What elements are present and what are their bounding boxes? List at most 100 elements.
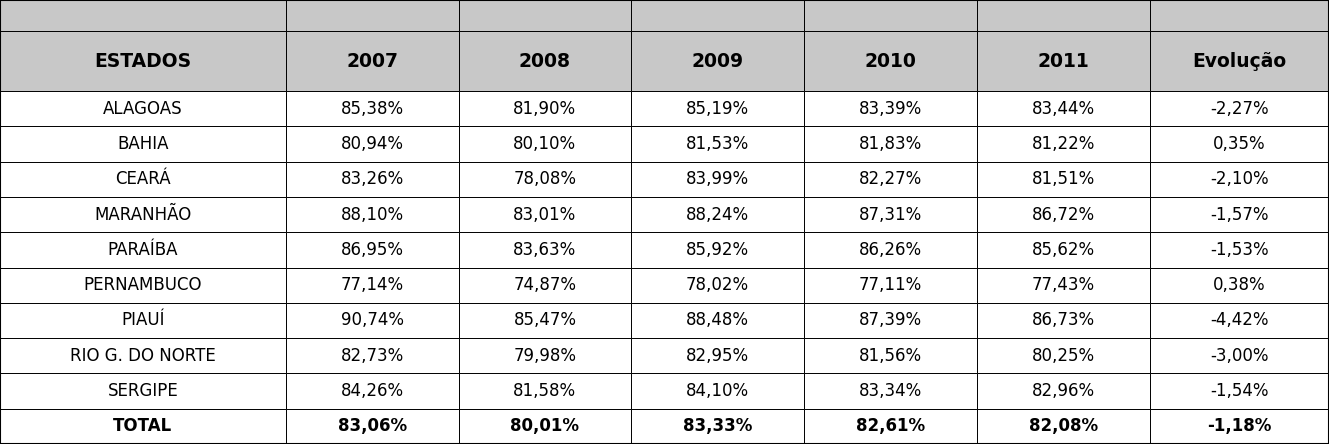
Text: 81,53%: 81,53% — [686, 135, 750, 153]
Text: 82,95%: 82,95% — [686, 347, 750, 365]
Text: -3,00%: -3,00% — [1209, 347, 1269, 365]
Text: 74,87%: 74,87% — [513, 276, 577, 294]
Bar — [1150, 267, 1329, 303]
Bar — [977, 373, 1150, 408]
Bar — [804, 267, 977, 303]
Bar — [977, 338, 1150, 373]
Bar — [459, 0, 631, 31]
Text: -1,18%: -1,18% — [1207, 417, 1272, 436]
Bar — [631, 31, 804, 91]
Bar — [1150, 127, 1329, 162]
Bar — [804, 0, 977, 31]
Text: 82,27%: 82,27% — [859, 170, 922, 188]
Text: 85,19%: 85,19% — [686, 99, 750, 118]
Bar — [631, 232, 804, 267]
Bar — [1150, 373, 1329, 408]
Bar — [1150, 162, 1329, 197]
Text: 84,10%: 84,10% — [686, 382, 750, 400]
Bar — [1150, 31, 1329, 91]
Bar — [459, 408, 631, 444]
Text: 88,10%: 88,10% — [340, 206, 404, 224]
Bar — [631, 0, 804, 31]
Bar — [0, 0, 286, 31]
Bar — [1150, 0, 1329, 31]
Bar — [459, 31, 631, 91]
Text: 78,08%: 78,08% — [513, 170, 577, 188]
Bar — [286, 91, 459, 127]
Text: 81,90%: 81,90% — [513, 99, 577, 118]
Text: 2007: 2007 — [346, 52, 399, 71]
Text: 88,24%: 88,24% — [686, 206, 750, 224]
Bar — [804, 162, 977, 197]
Bar — [1150, 91, 1329, 127]
Text: Evolução: Evolução — [1192, 52, 1286, 71]
Text: SERGIPE: SERGIPE — [108, 382, 178, 400]
Text: 79,98%: 79,98% — [513, 347, 577, 365]
Bar — [631, 162, 804, 197]
Bar — [1150, 232, 1329, 267]
Bar — [0, 162, 286, 197]
Text: 83,34%: 83,34% — [859, 382, 922, 400]
Bar — [0, 338, 286, 373]
Bar — [631, 303, 804, 338]
Text: 90,74%: 90,74% — [340, 311, 404, 329]
Bar — [804, 373, 977, 408]
Bar — [286, 303, 459, 338]
Bar — [0, 127, 286, 162]
Text: 86,95%: 86,95% — [340, 241, 404, 259]
Bar — [0, 197, 286, 232]
Bar — [0, 303, 286, 338]
Text: 2009: 2009 — [691, 52, 744, 71]
Text: -1,57%: -1,57% — [1209, 206, 1269, 224]
Text: ALAGOAS: ALAGOAS — [104, 99, 182, 118]
Bar — [459, 91, 631, 127]
Text: 83,63%: 83,63% — [513, 241, 577, 259]
Bar — [804, 31, 977, 91]
Bar — [631, 408, 804, 444]
Bar — [1150, 303, 1329, 338]
Bar — [459, 162, 631, 197]
Text: 82,08%: 82,08% — [1029, 417, 1098, 436]
Text: 83,06%: 83,06% — [338, 417, 407, 436]
Text: 81,22%: 81,22% — [1031, 135, 1095, 153]
Text: PARAÍBA: PARAÍBA — [108, 241, 178, 259]
Bar — [459, 127, 631, 162]
Text: BAHIA: BAHIA — [117, 135, 169, 153]
Bar — [286, 162, 459, 197]
Text: ESTADOS: ESTADOS — [94, 52, 191, 71]
Text: 86,72%: 86,72% — [1031, 206, 1095, 224]
Bar — [804, 91, 977, 127]
Text: 86,26%: 86,26% — [859, 241, 922, 259]
Bar — [286, 0, 459, 31]
Bar — [0, 31, 286, 91]
Bar — [459, 197, 631, 232]
Bar — [0, 91, 286, 127]
Text: 80,25%: 80,25% — [1031, 347, 1095, 365]
Bar — [0, 408, 286, 444]
Bar — [0, 267, 286, 303]
Text: 83,26%: 83,26% — [340, 170, 404, 188]
Text: RIO G. DO NORTE: RIO G. DO NORTE — [70, 347, 215, 365]
Bar — [1150, 338, 1329, 373]
Bar — [459, 303, 631, 338]
Bar — [977, 0, 1150, 31]
Bar — [286, 267, 459, 303]
Text: 77,43%: 77,43% — [1031, 276, 1095, 294]
Text: -1,54%: -1,54% — [1209, 382, 1269, 400]
Bar — [459, 232, 631, 267]
Text: TOTAL: TOTAL — [113, 417, 173, 436]
Text: PIAUÍ: PIAUÍ — [121, 311, 165, 329]
Text: 84,26%: 84,26% — [340, 382, 404, 400]
Text: CEARÁ: CEARÁ — [116, 170, 170, 188]
Text: 83,44%: 83,44% — [1031, 99, 1095, 118]
Text: 2011: 2011 — [1038, 52, 1088, 71]
Text: 77,14%: 77,14% — [340, 276, 404, 294]
Text: 2010: 2010 — [864, 52, 917, 71]
Bar — [1150, 408, 1329, 444]
Text: 83,39%: 83,39% — [859, 99, 922, 118]
Bar — [631, 267, 804, 303]
Text: 0,38%: 0,38% — [1213, 276, 1265, 294]
Bar — [0, 232, 286, 267]
Bar — [286, 31, 459, 91]
Bar — [977, 162, 1150, 197]
